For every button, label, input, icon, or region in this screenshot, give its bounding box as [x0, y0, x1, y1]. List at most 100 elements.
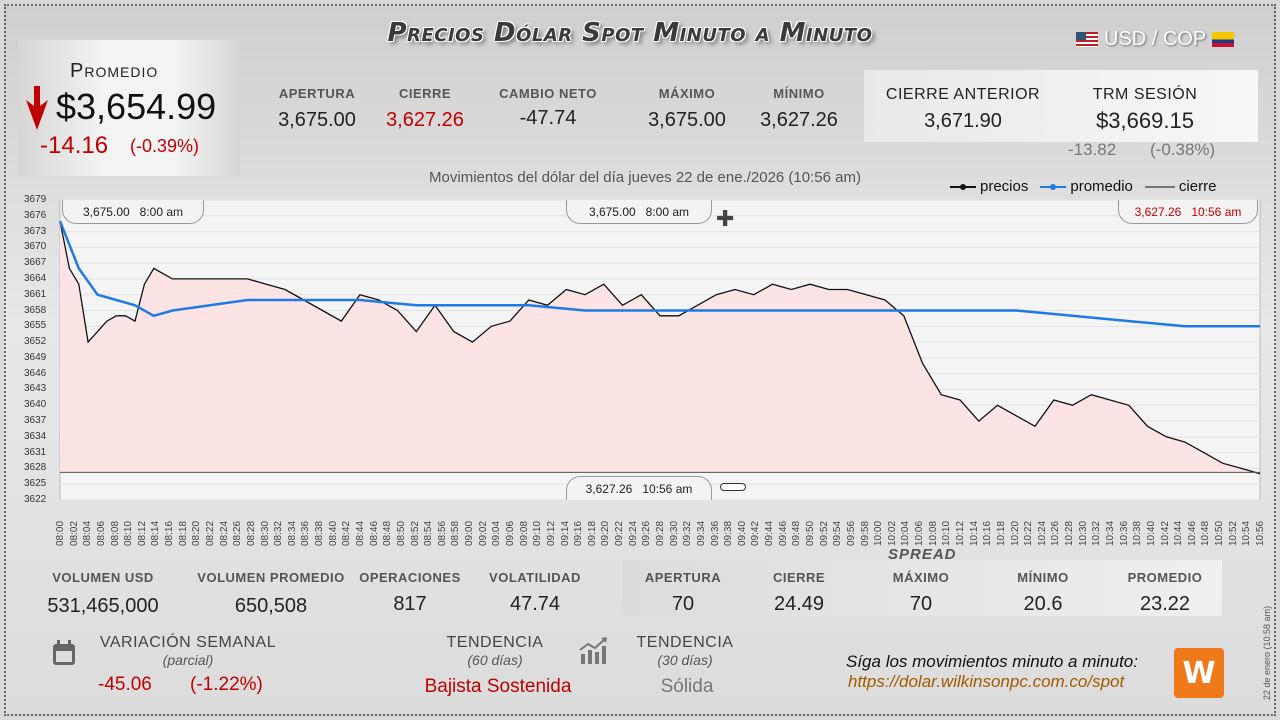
spread-cierre: CIERRE 24.49	[772, 570, 826, 615]
x-tick-label: 08:22	[205, 520, 216, 546]
trend-chart-icon	[579, 637, 607, 664]
price-line	[59, 220, 1261, 475]
x-tick-label: 10:06	[914, 520, 926, 546]
x-tick-label: 09:56	[845, 520, 857, 546]
close-bubble-right: 3,627.26 10:56 am	[1118, 200, 1258, 224]
x-tick-label: 08:24	[218, 520, 230, 546]
promedio-panel	[18, 40, 240, 176]
x-tick-label: 08:56	[436, 520, 448, 546]
x-tick-label: 08:34	[286, 520, 298, 546]
down-arrow-icon	[26, 86, 48, 130]
y-tick-label: 3625	[24, 478, 47, 490]
x-tick-label: 08:42	[341, 520, 353, 546]
y-tick-label: 3679	[24, 194, 47, 205]
spread-apertura: APERTURA 70	[644, 570, 722, 615]
x-tick-label: 08:12	[136, 520, 148, 546]
x-tick-label: 08:10	[123, 520, 135, 546]
x-tick-label: 08:04	[82, 520, 94, 546]
volatilidad: VOLATILIDAD 47.74	[489, 570, 581, 615]
x-tick-label: 10:44	[1173, 520, 1185, 546]
y-tick-label: 3655	[24, 320, 47, 332]
cierre-anterior: CIERRE ANTERIOR 3,671.90	[885, 86, 1041, 132]
currency-pair-label: USD / COP	[1104, 28, 1207, 50]
y-tick-label: 3628	[24, 462, 47, 474]
promedio-label: Promedio	[70, 60, 159, 82]
semanal-pct: (-1.22%)	[190, 674, 263, 695]
promedio-change: -14.16	[40, 132, 109, 159]
x-tick-label: 08:00	[55, 520, 66, 546]
operaciones: OPERACIONES 817	[359, 570, 461, 615]
x-tick-label: 10:20	[1009, 520, 1021, 546]
x-tick-label: 08:32	[273, 520, 285, 546]
x-tick-label: 10:38	[1132, 520, 1144, 546]
x-tick-label: 08:08	[109, 520, 121, 546]
spread-maximo: MÁXIMO 70	[892, 570, 950, 615]
x-tick-label: 09:18	[586, 520, 598, 546]
x-tick-label: 10:36	[1118, 520, 1130, 546]
site-link[interactable]: https://dolar.wilkinsonpc.com.co/spot	[848, 672, 1125, 691]
x-tick-label: 09:52	[818, 520, 830, 546]
x-tick-label: 10:52	[1227, 520, 1239, 546]
price-area-fill	[60, 221, 1260, 474]
y-tick-label: 3673	[24, 225, 47, 237]
x-tick-label: 09:04	[491, 520, 503, 546]
tendencia-60: TENDENCIA (60 días)	[446, 634, 544, 668]
scroll-handle[interactable]	[720, 483, 746, 491]
stat-minimo: MÍNIMO 3,627.26	[760, 86, 838, 131]
x-tick-label: 10:14	[968, 520, 980, 546]
page-title: Precios Dólar Spot Minuto a Minuto	[387, 18, 873, 48]
x-tick-label: 09:48	[791, 520, 803, 546]
y-tick-label: 3664	[24, 272, 47, 284]
open-bubble-left: 3,675.00 8:00 am	[62, 200, 204, 224]
x-tick-label: 09:10	[532, 520, 544, 546]
x-tick-label: 09:14	[559, 520, 571, 546]
currency-pair[interactable]: USD / COP	[1076, 28, 1235, 51]
wilkinson-logo[interactable]: W	[1174, 648, 1224, 698]
x-tick-label: 10:04	[900, 520, 912, 546]
prev-close-panel	[864, 70, 1258, 142]
x-tick-label: 10:12	[955, 520, 966, 546]
x-tick-label: 09:30	[668, 520, 680, 546]
trm-pct: (-0.38%)	[1150, 140, 1216, 159]
x-tick-label: 10:18	[995, 520, 1007, 546]
x-tick-label: 09:50	[805, 520, 816, 546]
x-tick-label: 09:06	[505, 520, 516, 546]
price-chart-svg[interactable]	[0, 196, 1280, 526]
x-tick-label: 10:46	[1186, 520, 1198, 546]
promedio-pct: (-0.39%)	[130, 136, 200, 156]
y-tick-label: 3649	[24, 351, 47, 363]
variacion-semanal: VARIACIÓN SEMANAL (parcial)	[99, 634, 277, 668]
side-date: 22 de enero (10:58 am)	[1262, 605, 1272, 700]
average-line	[58, 220, 1260, 328]
price-chart[interactable]: 3,675.00 8:00 am 3,675.00 8:00 am ✚ 3,627.…	[0, 196, 1280, 526]
legend-cierre: cierre	[1144, 178, 1216, 195]
x-tick-label: 08:54	[423, 520, 435, 546]
x-tick-label: 08:40	[327, 520, 339, 546]
crosshair-icon[interactable]: ✚	[716, 206, 735, 231]
x-tick-label: 10:32	[1091, 520, 1103, 546]
tendencia-60-value: Bajista Sostenida	[424, 676, 572, 697]
x-tick-label: 08:30	[259, 520, 271, 546]
open-bubble-center: 3,675.00 8:00 am	[566, 200, 712, 224]
x-tick-label: 10:54	[1241, 520, 1253, 546]
colombia-flag-icon	[1212, 32, 1235, 47]
x-tick-label: 10:08	[927, 520, 939, 546]
x-tick-label: 09:12	[545, 520, 557, 546]
x-tick-label: 09:02	[477, 520, 489, 546]
x-tick-label: 08:26	[232, 520, 244, 546]
x-tick-label: 10:56	[1255, 520, 1266, 546]
legend-cierre-swatch	[1144, 186, 1175, 187]
trm-sesion: TRM SESIÓN $3,669.15	[1092, 86, 1198, 133]
x-tick-label: 10:00	[873, 520, 885, 546]
x-tick-label: 09:00	[464, 520, 476, 546]
trm-change: -13.82	[1068, 140, 1117, 159]
y-tick-label: 3643	[24, 383, 47, 395]
y-tick-label: 3640	[24, 399, 47, 411]
x-tick-label: 08:46	[368, 520, 380, 546]
y-tick-label: 3631	[24, 446, 47, 458]
x-tick-label: 08:16	[164, 520, 176, 546]
tendencia-30: TENDENCIA (30 días)	[636, 634, 734, 668]
x-tick-label: 08:18	[177, 520, 189, 546]
x-tick-label: 10:50	[1214, 520, 1226, 546]
x-tick-label: 09:32	[682, 520, 694, 546]
